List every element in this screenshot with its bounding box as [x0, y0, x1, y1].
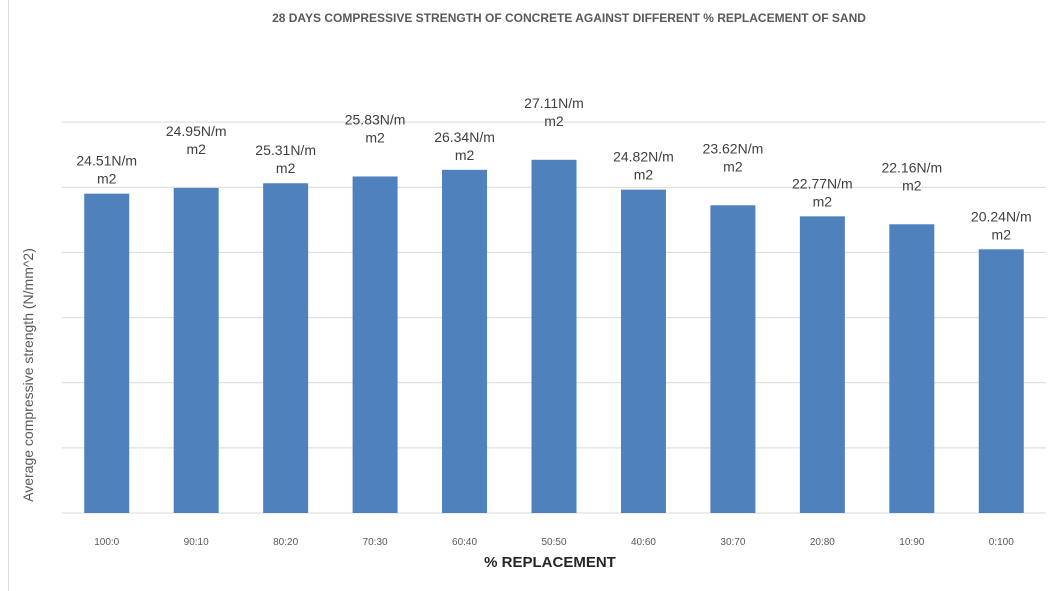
- data-label: 20.24N/m m2: [971, 208, 1032, 242]
- data-label: 24.95N/m m2: [166, 123, 227, 157]
- data-label: 22.77N/m m2: [792, 175, 853, 209]
- data-label: 23.62N/m m2: [703, 140, 764, 174]
- bar-40-60: [620, 189, 666, 513]
- x-tick-labels: 100:0 90:10 80:20 70:30 60:40 50:50 40:60 30:70…: [94, 537, 1014, 548]
- data-label: 22.16N/m m2: [881, 159, 942, 193]
- bars: [84, 159, 1024, 514]
- data-label: 26.34N/m m2: [434, 129, 495, 163]
- bar-20-80: [799, 216, 845, 514]
- y-axis-label: Average compressive strength (N/mm^2): [20, 248, 36, 502]
- bar-80-20: [263, 183, 309, 513]
- data-labels: 24.51N/m m2 24.95N/m m2 25.31N/m m2 25.83N/m m2…: [76, 95, 1031, 243]
- data-label: 24.51N/m m2: [76, 153, 137, 187]
- x-tick-label: 60:40: [452, 537, 477, 548]
- bar-10-90: [889, 224, 935, 513]
- bar-0-100: [978, 249, 1024, 514]
- chart-title: 28 DAYS COMPRESSIVE STRENGTH OF CONCRETE…: [272, 11, 866, 25]
- x-axis-label: % REPLACEMENT: [484, 554, 616, 571]
- bar-70-30: [352, 176, 398, 514]
- x-tick-label: 100:0: [94, 537, 119, 548]
- bar-30-70: [710, 205, 756, 513]
- data-label: 27.11N/m m2: [524, 95, 584, 129]
- bar-60-40: [442, 169, 488, 513]
- x-tick-label: 70:30: [363, 537, 388, 548]
- x-tick-label: 0:100: [989, 537, 1014, 548]
- x-tick-label: 10:90: [899, 537, 924, 548]
- x-tick-label: 80:20: [273, 537, 298, 548]
- x-tick-label: 50:50: [541, 537, 566, 548]
- x-tick-label: 90:10: [184, 537, 209, 548]
- bar-90-10: [173, 187, 219, 514]
- data-label: 25.31N/m m2: [255, 142, 316, 176]
- x-tick-label: 30:70: [720, 537, 745, 548]
- data-label: 25.83N/m m2: [345, 111, 406, 145]
- bar-50-50: [531, 159, 577, 514]
- data-label: 24.82N/m m2: [613, 149, 674, 183]
- bar-100-0: [84, 193, 130, 513]
- x-tick-label: 40:60: [631, 537, 656, 548]
- x-tick-label: 20:80: [810, 537, 835, 548]
